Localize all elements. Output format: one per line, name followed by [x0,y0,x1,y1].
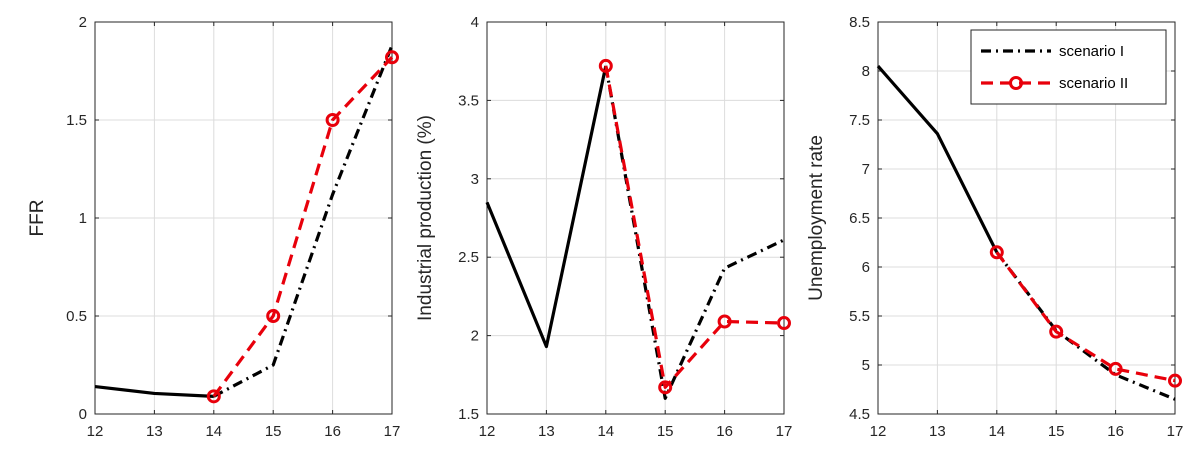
y-tick-label: 6 [862,259,870,276]
series-line-scenario-1 [604,65,785,400]
x-tick-label: 17 [776,423,793,440]
y-tick-label: 2.5 [458,249,479,266]
x-tick-label: 15 [1048,423,1065,440]
data-point-marker [598,58,613,73]
legend-label: scenario I [1059,43,1124,60]
history-line [485,65,608,349]
legend-marker [1009,76,1023,90]
x-tick-label: 14 [205,423,222,440]
x-tick-label: 15 [265,423,282,440]
data-point-marker [266,309,281,323]
data-point-marker [325,113,340,127]
data-point-marker [777,316,791,331]
x-tick-label: 15 [657,423,674,440]
y-tick-label: 5 [862,357,870,374]
history-line [94,384,214,398]
legend-label: scenario II [1059,75,1128,92]
legend-box [970,29,1167,105]
y-tick-label: 7.5 [849,112,870,129]
y-tick-label: 2 [79,14,87,31]
x-tick-label: 13 [538,423,555,440]
y-tick-label: 8.5 [849,14,870,31]
series-line-scenario-2 [212,56,394,398]
x-tick-label: 16 [324,423,341,440]
series-line-scenario-2 [604,65,785,389]
x-tick-label: 12 [479,423,496,440]
y-tick-label: 3 [471,171,479,188]
data-point-marker [1049,324,1064,339]
x-tick-label: 16 [1107,423,1124,440]
y-tick-label: 8 [862,63,870,80]
y-tick-label: 0.5 [66,308,87,325]
y-axis-label: Industrial production (%) [415,115,436,321]
x-tick-label: 16 [716,423,733,440]
chart-panel-1: 12 13 14 15 16 17 0 0.5 1 1.5 2 FFR [27,14,400,440]
series-line-scenario-2 [995,251,1176,383]
y-tick-label: 4 [471,14,479,31]
x-tick-label: 17 [384,423,401,440]
x-tick-label: 12 [870,423,887,440]
y-tick-label: 1.5 [66,112,87,129]
data-point-marker [1168,373,1182,388]
y-tick-label: 3.5 [458,92,479,109]
x-tick-label: 12 [87,423,104,440]
data-point-marker [1108,361,1123,376]
y-tick-label: 6.5 [849,210,870,227]
y-tick-label: 2 [471,328,479,345]
y-tick-label: 4.5 [849,406,870,423]
data-point-marker [989,245,1004,260]
data-point-marker [206,389,221,404]
y-tick-label: 7 [862,161,870,178]
x-tick-label: 14 [597,423,614,440]
history-line [876,65,999,254]
chart-panel-2: 12 13 14 15 16 17 1.5 2 2.5 3 3.5 4 Industrial produ… [415,14,792,440]
y-tick-label: 0 [79,406,87,423]
y-axis-label: Unemployment rate [806,135,827,301]
x-tick-label: 13 [146,423,163,440]
y-tick-label: 1.5 [458,406,479,423]
chart-panel-3: 12 13 14 15 16 17 4.5 5 5.5 6 6.5 7 7.5 8 8.5 Unemploym… [806,14,1183,440]
plot-area-frame [486,21,785,415]
y-tick-label: 1 [79,210,87,227]
x-tick-label: 17 [1167,423,1184,440]
data-point-marker [658,380,673,395]
x-tick-label: 14 [988,423,1005,440]
data-point-marker [385,50,399,65]
y-tick-label: 5.5 [849,308,870,325]
y-axis-label: FFR [27,200,48,237]
series-line-scenario-1 [213,44,394,398]
legend: scenario I scenario II [970,29,1167,105]
x-tick-label: 13 [929,423,946,440]
data-point-marker [717,314,732,329]
